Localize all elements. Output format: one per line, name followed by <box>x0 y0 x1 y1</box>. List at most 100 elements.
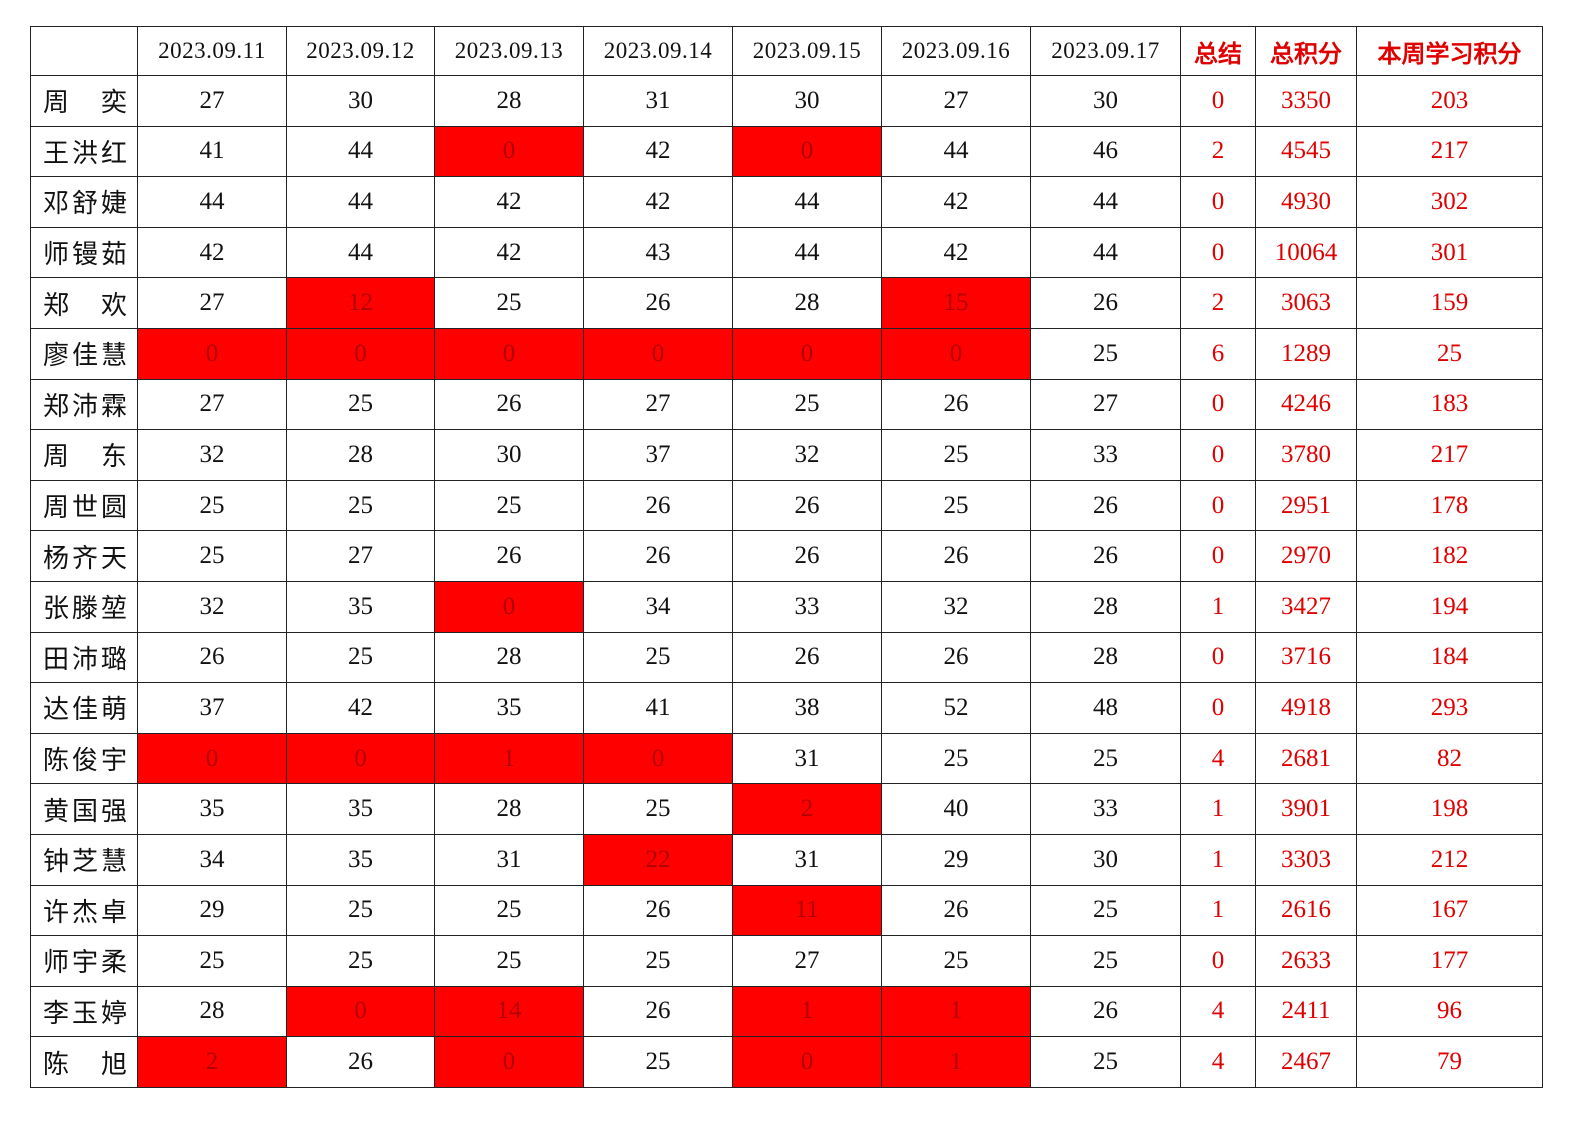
student-name: 许杰卓 <box>30 884 138 937</box>
day-score-cell: 30 <box>1030 833 1181 886</box>
day-score-cell: 28 <box>1030 631 1181 684</box>
table-body: 周 奕 27 30 28 31 30 27 30 0 3350 203 王洪红 41 44 0 42 0 44 46… <box>30 75 1543 1088</box>
student-name: 钟芝慧 <box>30 833 138 886</box>
day-score-cell: 26 <box>732 479 882 532</box>
day-score-cell-highlighted: 0 <box>434 580 584 633</box>
student-name: 陈 旭 <box>30 1036 138 1088</box>
day-score-cell: 27 <box>137 75 287 127</box>
day-score-cell: 26 <box>732 530 882 582</box>
day-score-cell: 42 <box>583 125 733 178</box>
day-score-cell-highlighted: 0 <box>434 125 584 178</box>
student-name: 师宇柔 <box>30 935 138 987</box>
week-points-cell: 82 <box>1356 732 1543 785</box>
header-date: 2023.09.12 <box>286 26 435 76</box>
day-score-cell: 43 <box>583 226 733 279</box>
day-score-cell: 26 <box>583 277 733 329</box>
total-points-cell: 3063 <box>1255 277 1357 329</box>
day-score-cell: 28 <box>286 429 435 481</box>
day-score-cell: 26 <box>434 530 584 582</box>
summary-cell: 0 <box>1180 429 1256 481</box>
day-score-cell-highlighted: 0 <box>881 327 1031 380</box>
day-score-cell: 26 <box>881 631 1031 684</box>
week-points-cell: 96 <box>1356 985 1543 1038</box>
table-row: 陈 旭 2 26 0 25 0 1 25 4 2467 79 <box>30 1036 1543 1088</box>
summary-cell: 6 <box>1180 327 1256 380</box>
table-row: 田沛璐 26 25 28 25 26 26 28 0 3716 184 <box>30 631 1543 684</box>
week-points-cell: 182 <box>1356 530 1543 582</box>
day-score-cell: 31 <box>732 732 882 785</box>
week-points-cell: 79 <box>1356 1036 1543 1088</box>
day-score-cell-highlighted: 1 <box>732 985 882 1038</box>
day-score-cell: 26 <box>583 884 733 937</box>
student-name: 张滕堃 <box>30 580 138 633</box>
day-score-cell: 33 <box>732 580 882 633</box>
day-score-cell: 28 <box>434 75 584 127</box>
day-score-cell: 25 <box>286 884 435 937</box>
total-points-cell: 4545 <box>1255 125 1357 178</box>
day-score-cell: 25 <box>1030 935 1181 987</box>
day-score-cell-highlighted: 0 <box>434 327 584 380</box>
day-score-cell: 26 <box>286 1036 435 1088</box>
week-points-cell: 184 <box>1356 631 1543 684</box>
day-score-cell: 25 <box>1030 327 1181 380</box>
day-score-cell: 26 <box>137 631 287 684</box>
day-score-cell-highlighted: 0 <box>583 327 733 380</box>
day-score-cell-highlighted: 14 <box>434 985 584 1038</box>
day-score-cell-highlighted: 12 <box>286 277 435 329</box>
summary-cell: 1 <box>1180 833 1256 886</box>
student-name: 王洪红 <box>30 125 138 178</box>
day-score-cell: 26 <box>881 378 1031 431</box>
student-name: 郑 欢 <box>30 277 138 329</box>
day-score-cell: 42 <box>881 226 1031 279</box>
day-score-cell: 44 <box>286 176 435 228</box>
student-name: 廖佳慧 <box>30 327 138 380</box>
day-score-cell-highlighted: 0 <box>286 732 435 785</box>
table-row: 郑沛霖 27 25 26 27 25 26 27 0 4246 183 <box>30 378 1543 431</box>
table-row: 邓舒婕 44 44 42 42 44 42 44 0 4930 302 <box>30 176 1543 228</box>
table-row: 杨齐天 25 27 26 26 26 26 26 0 2970 182 <box>30 530 1543 582</box>
day-score-cell: 27 <box>286 530 435 582</box>
day-score-cell: 25 <box>286 479 435 532</box>
day-score-cell: 42 <box>434 176 584 228</box>
day-score-cell: 26 <box>881 884 1031 937</box>
day-score-cell-highlighted: 0 <box>137 732 287 785</box>
day-score-cell: 25 <box>1030 1036 1181 1088</box>
day-score-cell: 35 <box>286 833 435 886</box>
day-score-cell: 32 <box>881 580 1031 633</box>
day-score-cell-highlighted: 0 <box>286 985 435 1038</box>
day-score-cell: 34 <box>137 833 287 886</box>
day-score-cell-highlighted: 1 <box>434 732 584 785</box>
week-points-cell: 217 <box>1356 429 1543 481</box>
day-score-cell: 32 <box>137 429 287 481</box>
table-row: 郑 欢 27 12 25 26 28 15 26 2 3063 159 <box>30 277 1543 329</box>
total-points-cell: 3427 <box>1255 580 1357 633</box>
summary-cell: 0 <box>1180 378 1256 431</box>
summary-cell: 0 <box>1180 176 1256 228</box>
total-points-cell: 2970 <box>1255 530 1357 582</box>
table-row: 钟芝慧 34 35 31 22 31 29 30 1 3303 212 <box>30 833 1543 886</box>
total-points-cell: 2616 <box>1255 884 1357 937</box>
day-score-cell: 25 <box>434 479 584 532</box>
day-score-cell-highlighted: 0 <box>434 1036 584 1088</box>
day-score-cell-highlighted: 0 <box>732 1036 882 1088</box>
day-score-cell: 26 <box>583 479 733 532</box>
day-score-cell: 30 <box>732 75 882 127</box>
summary-cell: 4 <box>1180 1036 1256 1088</box>
week-points-cell: 167 <box>1356 884 1543 937</box>
day-score-cell: 30 <box>434 429 584 481</box>
summary-cell: 4 <box>1180 985 1256 1038</box>
summary-cell: 1 <box>1180 580 1256 633</box>
day-score-cell: 29 <box>137 884 287 937</box>
day-score-cell: 25 <box>434 935 584 987</box>
week-points-cell: 212 <box>1356 833 1543 886</box>
header-summary: 总结 <box>1180 26 1256 76</box>
day-score-cell: 25 <box>286 631 435 684</box>
day-score-cell: 44 <box>1030 226 1181 279</box>
day-score-cell: 44 <box>286 226 435 279</box>
table-row: 张滕堃 32 35 0 34 33 32 28 1 3427 194 <box>30 580 1543 633</box>
day-score-cell: 40 <box>881 783 1031 835</box>
student-name: 李玉婷 <box>30 985 138 1038</box>
total-points-cell: 2411 <box>1255 985 1357 1038</box>
week-points-cell: 203 <box>1356 75 1543 127</box>
day-score-cell-highlighted: 22 <box>583 833 733 886</box>
